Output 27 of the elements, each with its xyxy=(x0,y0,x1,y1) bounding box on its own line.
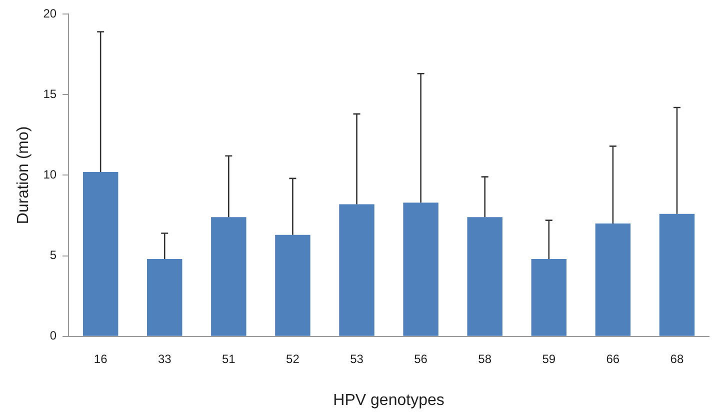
bar xyxy=(403,202,438,336)
bar xyxy=(82,172,118,336)
bar xyxy=(147,259,182,336)
y-tick-label: 15 xyxy=(43,86,57,101)
x-tick-label: 16 xyxy=(94,352,108,366)
bar xyxy=(339,204,374,336)
y-tick-label: 20 xyxy=(43,6,57,20)
x-tick-label: 52 xyxy=(286,352,300,366)
x-tick-label: 68 xyxy=(670,352,684,366)
bar xyxy=(595,224,631,336)
x-tick-label: 51 xyxy=(222,352,236,366)
x-tick-label: 59 xyxy=(542,352,556,366)
y-tick-label: 0 xyxy=(50,328,57,343)
bar xyxy=(659,214,695,336)
x-tick-label: 33 xyxy=(158,352,172,366)
y-tick-label: 10 xyxy=(43,168,57,182)
x-tick-label: 58 xyxy=(478,352,492,366)
x-axis-title: HPV genotypes xyxy=(333,392,444,409)
x-tick-label: 66 xyxy=(606,352,620,366)
bar xyxy=(211,217,246,336)
x-tick-label: 56 xyxy=(414,352,428,366)
bar xyxy=(531,259,566,336)
y-axis-title: Duration (mo) xyxy=(15,126,32,224)
bar xyxy=(467,217,502,336)
x-tick-label: 53 xyxy=(350,352,364,366)
y-tick-label: 5 xyxy=(50,248,57,262)
bar xyxy=(275,234,310,336)
